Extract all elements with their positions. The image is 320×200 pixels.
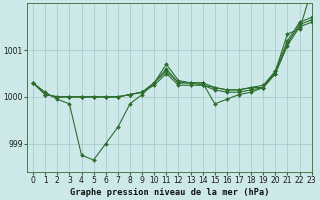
X-axis label: Graphe pression niveau de la mer (hPa): Graphe pression niveau de la mer (hPa) bbox=[70, 188, 269, 197]
